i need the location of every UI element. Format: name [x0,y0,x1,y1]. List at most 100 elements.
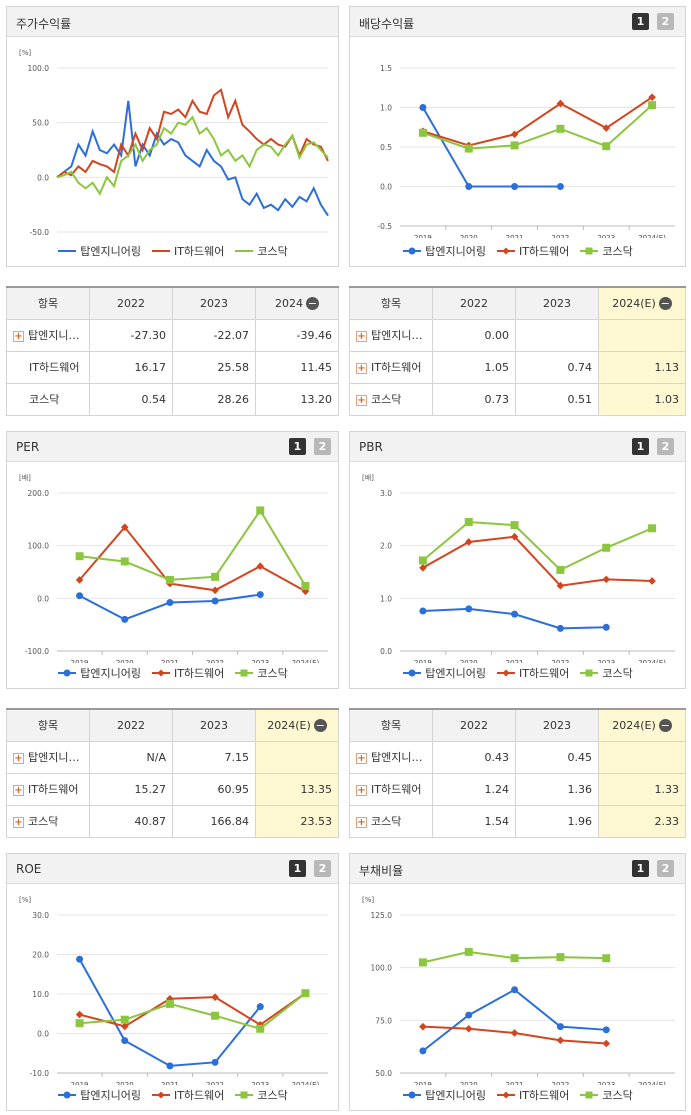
data-point[interactable] [211,572,220,581]
data-point[interactable] [120,523,129,532]
expand-icon[interactable]: + [13,784,24,796]
data-point[interactable] [510,532,519,541]
data-point[interactable] [556,1023,564,1031]
data-point[interactable] [256,1003,264,1011]
data-point[interactable] [511,986,519,994]
legend-item[interactable]: IT하드웨어 [496,665,569,681]
legend-item[interactable]: 코스닥 [234,665,288,681]
legend-item[interactable]: 탑엔지니어링 [57,243,141,259]
legend-item[interactable]: 탑엔지니어링 [402,243,486,259]
view-2-button[interactable]: 2 [314,438,331,455]
data-point[interactable] [75,1010,84,1019]
data-point[interactable] [75,552,84,561]
collapse-icon[interactable]: − [658,719,672,732]
expand-icon[interactable]: + [356,784,367,796]
data-point[interactable] [510,130,519,139]
legend-item[interactable]: IT하드웨어 [151,665,224,681]
data-point[interactable] [511,183,519,190]
data-point[interactable] [120,557,129,566]
collapse-icon[interactable]: − [306,297,319,310]
view-1-button[interactable]: 1 [632,438,649,455]
data-point[interactable] [301,587,310,596]
expand-icon[interactable]: + [13,816,24,828]
data-point[interactable] [256,591,264,599]
data-point[interactable] [510,141,519,150]
expand-icon[interactable]: + [356,816,367,828]
view-2-button[interactable]: 2 [657,860,674,877]
data-point[interactable] [648,101,657,110]
data-point[interactable] [75,576,84,584]
data-point[interactable] [510,521,519,530]
data-point[interactable] [120,1015,129,1024]
data-point[interactable] [419,1047,427,1055]
data-point[interactable] [120,1022,129,1031]
data-point[interactable] [510,1029,519,1037]
data-point[interactable] [556,183,564,190]
data-point[interactable] [511,610,519,618]
data-point[interactable] [166,1062,174,1070]
view-1-button[interactable]: 1 [289,438,306,455]
data-point[interactable] [256,506,265,515]
legend-item[interactable]: 코스닥 [579,665,633,681]
data-point[interactable] [166,599,174,607]
data-point[interactable] [211,993,219,1001]
data-point[interactable] [556,99,565,108]
data-point[interactable] [602,543,611,552]
expand-icon[interactable]: + [356,330,367,342]
view-2-button[interactable]: 2 [657,13,674,30]
view-1-button[interactable]: 1 [289,860,306,877]
data-point[interactable] [75,1019,84,1028]
data-point[interactable] [211,1058,219,1066]
data-point[interactable] [256,562,265,571]
view-1-button[interactable]: 1 [632,13,649,30]
view-2-button[interactable]: 2 [314,860,331,877]
data-point[interactable] [301,989,310,998]
legend-item[interactable]: 탑엔지니어링 [402,1087,486,1103]
expand-icon[interactable]: + [13,752,24,764]
data-point[interactable] [602,1026,610,1034]
data-point[interactable] [256,1024,265,1033]
legend-item[interactable]: 탑엔지니어링 [402,665,486,681]
data-point[interactable] [648,93,656,102]
collapse-icon[interactable]: − [313,719,327,732]
legend-item[interactable]: IT하드웨어 [496,1087,569,1103]
legend-item[interactable]: 코스닥 [234,243,288,259]
data-point[interactable] [556,953,565,962]
legend-item[interactable]: IT하드웨어 [151,243,224,259]
data-point[interactable] [510,954,519,963]
legend-item[interactable]: IT하드웨어 [496,243,569,259]
data-point[interactable] [211,586,219,595]
data-point[interactable] [556,565,565,574]
data-point[interactable] [602,954,611,963]
legend-item[interactable]: 코스닥 [579,1087,633,1103]
data-point[interactable] [602,575,611,584]
view-1-button[interactable]: 1 [632,860,649,877]
data-point[interactable] [465,605,473,613]
data-point[interactable] [465,1011,473,1019]
data-point[interactable] [602,1039,611,1048]
data-point[interactable] [165,999,174,1008]
data-point[interactable] [419,104,427,111]
data-point[interactable] [556,581,565,590]
legend-item[interactable]: 탑엔지니어링 [57,665,141,681]
data-point[interactable] [464,947,473,956]
data-point[interactable] [76,592,84,600]
expand-icon[interactable]: + [13,330,24,342]
data-point[interactable] [418,128,427,137]
data-point[interactable] [648,524,657,533]
data-point[interactable] [464,538,473,546]
data-point[interactable] [464,1024,473,1033]
data-point[interactable] [121,615,129,623]
data-point[interactable] [301,581,310,590]
data-point[interactable] [602,623,610,631]
data-point[interactable] [76,955,84,963]
data-point[interactable] [211,1011,220,1020]
data-point[interactable] [602,142,611,151]
legend-item[interactable]: IT하드웨어 [151,1087,224,1103]
data-point[interactable] [211,597,219,605]
legend-item[interactable]: 코스닥 [234,1087,288,1103]
data-point[interactable] [648,577,656,585]
data-point[interactable] [464,144,473,153]
data-point[interactable] [419,607,427,615]
data-point[interactable] [464,517,473,526]
